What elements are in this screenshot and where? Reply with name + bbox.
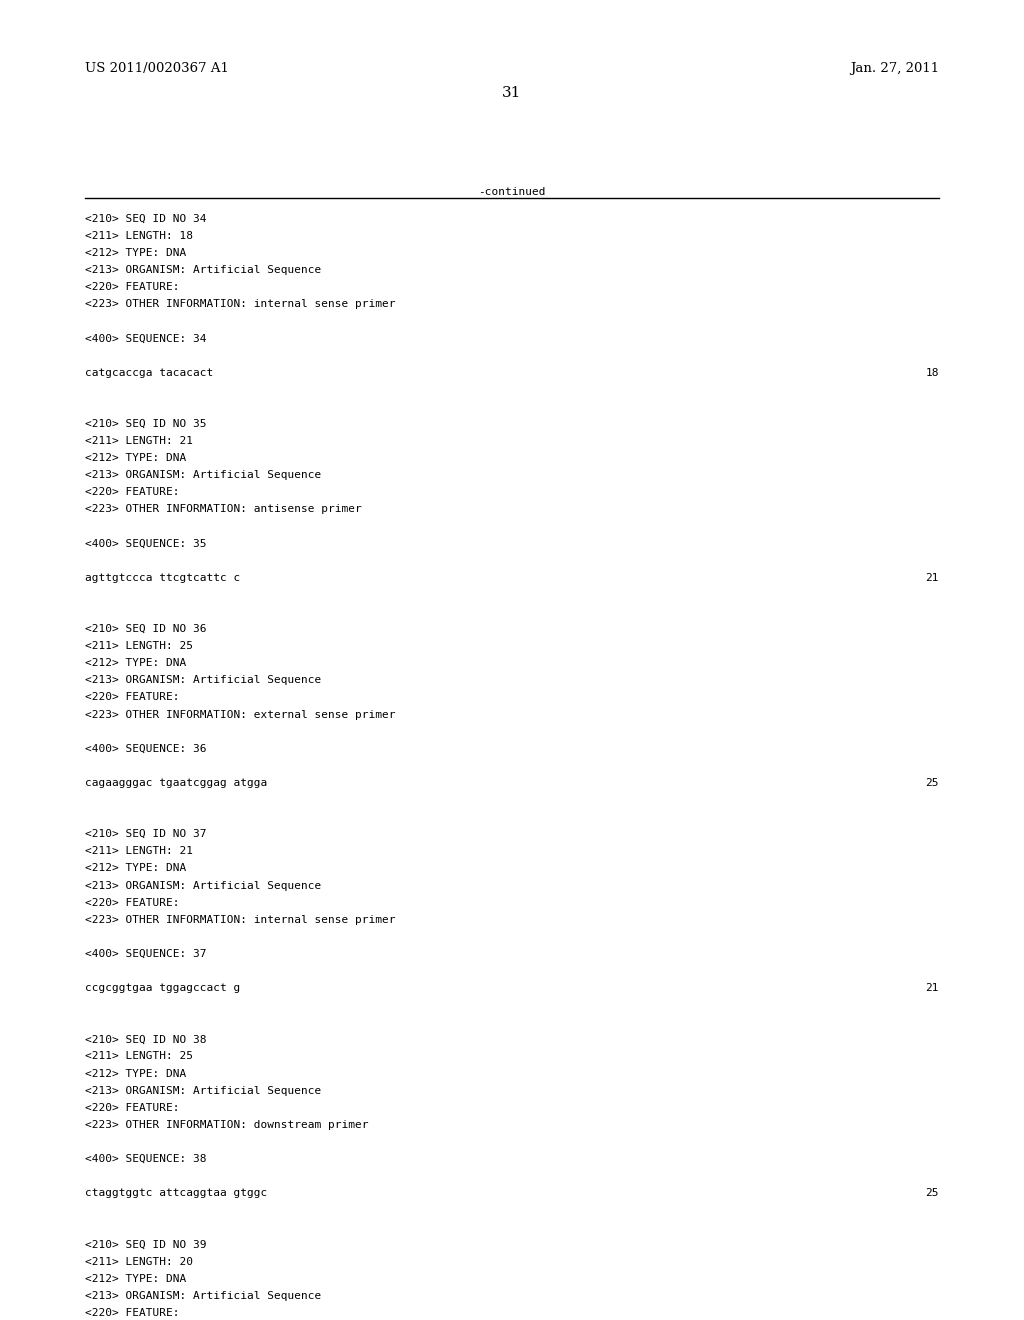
Text: 21: 21 bbox=[926, 983, 939, 993]
Text: <400> SEQUENCE: 36: <400> SEQUENCE: 36 bbox=[85, 743, 207, 754]
Text: <400> SEQUENCE: 35: <400> SEQUENCE: 35 bbox=[85, 539, 207, 549]
Text: <211> LENGTH: 20: <211> LENGTH: 20 bbox=[85, 1257, 193, 1267]
Text: <223> OTHER INFORMATION: internal sense primer: <223> OTHER INFORMATION: internal sense … bbox=[85, 300, 395, 309]
Text: <223> OTHER INFORMATION: downstream primer: <223> OTHER INFORMATION: downstream prim… bbox=[85, 1119, 369, 1130]
Text: <211> LENGTH: 25: <211> LENGTH: 25 bbox=[85, 1052, 193, 1061]
Text: <212> TYPE: DNA: <212> TYPE: DNA bbox=[85, 453, 186, 463]
Text: <213> ORGANISM: Artificial Sequence: <213> ORGANISM: Artificial Sequence bbox=[85, 265, 322, 275]
Text: <220> FEATURE:: <220> FEATURE: bbox=[85, 487, 179, 498]
Text: <211> LENGTH: 25: <211> LENGTH: 25 bbox=[85, 642, 193, 651]
Text: 18: 18 bbox=[926, 368, 939, 378]
Text: <213> ORGANISM: Artificial Sequence: <213> ORGANISM: Artificial Sequence bbox=[85, 676, 322, 685]
Text: 25: 25 bbox=[926, 777, 939, 788]
Text: agttgtccca ttcgtcattc c: agttgtccca ttcgtcattc c bbox=[85, 573, 241, 583]
Text: <223> OTHER INFORMATION: antisense primer: <223> OTHER INFORMATION: antisense prime… bbox=[85, 504, 361, 515]
Text: <212> TYPE: DNA: <212> TYPE: DNA bbox=[85, 1069, 186, 1078]
Text: <400> SEQUENCE: 37: <400> SEQUENCE: 37 bbox=[85, 949, 207, 958]
Text: <220> FEATURE:: <220> FEATURE: bbox=[85, 1102, 179, 1113]
Text: <400> SEQUENCE: 38: <400> SEQUENCE: 38 bbox=[85, 1154, 207, 1164]
Text: -continued: -continued bbox=[478, 187, 546, 198]
Text: <210> SEQ ID NO 35: <210> SEQ ID NO 35 bbox=[85, 418, 207, 429]
Text: 31: 31 bbox=[503, 86, 521, 100]
Text: <211> LENGTH: 21: <211> LENGTH: 21 bbox=[85, 436, 193, 446]
Text: <213> ORGANISM: Artificial Sequence: <213> ORGANISM: Artificial Sequence bbox=[85, 1085, 322, 1096]
Text: <212> TYPE: DNA: <212> TYPE: DNA bbox=[85, 659, 186, 668]
Text: <212> TYPE: DNA: <212> TYPE: DNA bbox=[85, 248, 186, 257]
Text: <223> OTHER INFORMATION: internal sense primer: <223> OTHER INFORMATION: internal sense … bbox=[85, 915, 395, 925]
Text: <223> OTHER INFORMATION: external sense primer: <223> OTHER INFORMATION: external sense … bbox=[85, 710, 395, 719]
Text: US 2011/0020367 A1: US 2011/0020367 A1 bbox=[85, 62, 229, 75]
Text: <212> TYPE: DNA: <212> TYPE: DNA bbox=[85, 863, 186, 874]
Text: <220> FEATURE:: <220> FEATURE: bbox=[85, 693, 179, 702]
Text: <210> SEQ ID NO 34: <210> SEQ ID NO 34 bbox=[85, 214, 207, 224]
Text: <210> SEQ ID NO 38: <210> SEQ ID NO 38 bbox=[85, 1035, 207, 1044]
Text: <220> FEATURE:: <220> FEATURE: bbox=[85, 282, 179, 292]
Text: Jan. 27, 2011: Jan. 27, 2011 bbox=[850, 62, 939, 75]
Text: <213> ORGANISM: Artificial Sequence: <213> ORGANISM: Artificial Sequence bbox=[85, 470, 322, 480]
Text: <400> SEQUENCE: 34: <400> SEQUENCE: 34 bbox=[85, 334, 207, 343]
Text: <210> SEQ ID NO 39: <210> SEQ ID NO 39 bbox=[85, 1239, 207, 1250]
Text: <212> TYPE: DNA: <212> TYPE: DNA bbox=[85, 1274, 186, 1283]
Text: <210> SEQ ID NO 36: <210> SEQ ID NO 36 bbox=[85, 624, 207, 634]
Text: <211> LENGTH: 21: <211> LENGTH: 21 bbox=[85, 846, 193, 857]
Text: <213> ORGANISM: Artificial Sequence: <213> ORGANISM: Artificial Sequence bbox=[85, 1291, 322, 1300]
Text: catgcaccga tacacact: catgcaccga tacacact bbox=[85, 368, 213, 378]
Text: 21: 21 bbox=[926, 573, 939, 583]
Text: <220> FEATURE:: <220> FEATURE: bbox=[85, 1308, 179, 1317]
Text: <220> FEATURE:: <220> FEATURE: bbox=[85, 898, 179, 908]
Text: <213> ORGANISM: Artificial Sequence: <213> ORGANISM: Artificial Sequence bbox=[85, 880, 322, 891]
Text: ccgcggtgaa tggagccact g: ccgcggtgaa tggagccact g bbox=[85, 983, 241, 993]
Text: 25: 25 bbox=[926, 1188, 939, 1199]
Text: <211> LENGTH: 18: <211> LENGTH: 18 bbox=[85, 231, 193, 242]
Text: cagaagggac tgaatcggag atgga: cagaagggac tgaatcggag atgga bbox=[85, 777, 267, 788]
Text: ctaggtggtc attcaggtaa gtggc: ctaggtggtc attcaggtaa gtggc bbox=[85, 1188, 267, 1199]
Text: <210> SEQ ID NO 37: <210> SEQ ID NO 37 bbox=[85, 829, 207, 840]
